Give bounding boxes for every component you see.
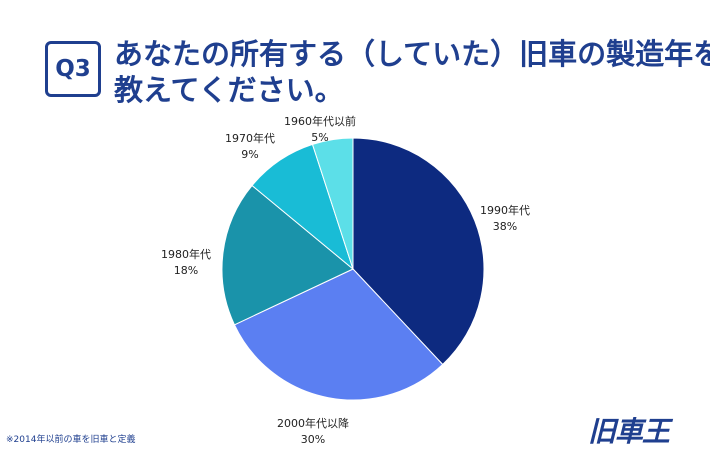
- slice-label-2: 1980年代: [161, 247, 211, 261]
- slice-value-1: 30%: [301, 433, 325, 446]
- slice-value-2: 18%: [174, 264, 198, 277]
- slice-value-0: 38%: [493, 220, 517, 233]
- pie-slice-4: [311, 137, 354, 270]
- pie-slice-1: [233, 268, 444, 401]
- slice-label-1: 2000年代以降: [277, 416, 349, 430]
- slice-label-0: 1990年代: [480, 203, 530, 217]
- slice-value-4: 5%: [311, 131, 328, 144]
- question-text: あなたの所有する（していた）旧車の製造年を 教えてください。: [114, 36, 710, 108]
- pie-slice-0: [352, 137, 485, 366]
- brand-logo: 旧車王: [588, 415, 670, 448]
- question-line-1: あなたの所有する（していた）旧車の製造年を: [114, 37, 710, 71]
- question-line-2: 教えてください。: [114, 73, 344, 107]
- slice-label-4: 1960年代以前: [284, 114, 356, 128]
- footnote: ※2014年以前の車を旧車と定義: [6, 435, 136, 445]
- pie-slice-2: [221, 184, 354, 326]
- slice-value-3: 9%: [241, 148, 258, 161]
- question-number-badge: Q3: [45, 41, 101, 97]
- slice-label-3: 1970年代: [225, 131, 275, 145]
